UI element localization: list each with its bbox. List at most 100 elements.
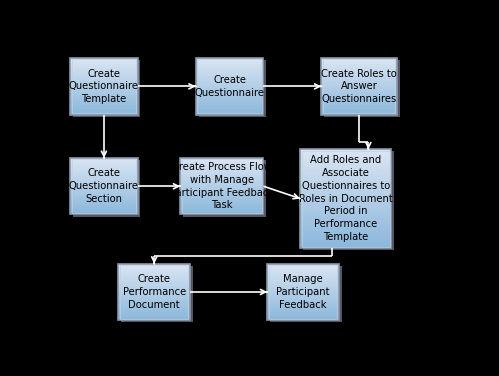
Bar [196,112,263,113]
Bar [118,282,190,284]
Bar [118,271,190,272]
Bar [321,103,397,105]
Bar [267,267,339,268]
Bar [70,185,138,186]
Bar [118,276,190,278]
Bar [321,74,397,75]
Text: Create
Questionnaire
Section: Create Questionnaire Section [69,168,139,204]
Bar [70,213,138,214]
Bar [303,152,394,250]
Bar [321,85,397,86]
Bar [321,96,397,98]
Bar [321,61,397,62]
Bar [118,272,190,274]
Bar [180,192,263,193]
Bar [70,199,138,200]
Bar [267,312,339,313]
Bar [70,72,138,74]
Bar [300,199,391,201]
Bar [321,96,397,98]
Bar [321,102,397,103]
Bar [300,211,391,213]
Bar [70,85,138,86]
Bar [180,203,263,205]
Bar [267,275,339,276]
Bar [70,203,138,205]
Bar [118,300,190,302]
Bar [70,193,138,195]
Bar [70,172,138,174]
Bar [118,316,190,317]
Bar [180,158,263,159]
Bar [196,58,263,115]
Bar [321,71,397,72]
Bar [70,105,138,106]
Bar [70,67,138,68]
Bar [70,210,138,212]
Bar [300,159,391,162]
Bar [300,233,391,235]
Bar [267,300,339,302]
Bar [300,186,391,189]
Bar [118,306,190,308]
Bar [196,96,263,98]
Bar [70,167,138,168]
Bar [267,313,339,314]
Bar [118,295,190,296]
Bar [196,65,263,67]
Bar [70,86,138,88]
Bar [300,203,391,206]
Bar [196,105,263,106]
Bar [182,159,262,213]
Bar [70,175,138,176]
Bar [118,276,190,278]
Bar [70,165,138,167]
Bar [118,313,190,314]
Bar [72,59,136,114]
Bar [180,176,263,178]
Bar [267,285,339,286]
Bar [300,223,391,226]
Bar [118,291,190,292]
Bar [321,67,397,68]
Bar [300,152,391,154]
Bar [70,176,138,178]
Bar [70,109,138,111]
Bar [267,264,339,265]
Bar [70,67,138,68]
Bar [196,100,263,102]
Bar [321,68,397,70]
Bar [321,109,397,111]
Bar [196,64,263,65]
Bar [300,191,391,194]
Bar [267,316,339,317]
Bar [70,174,138,175]
Bar [267,269,339,271]
Bar [180,193,263,195]
Bar [321,105,397,106]
Bar [70,96,138,98]
Bar [180,191,263,192]
Bar [118,293,190,295]
Text: Add Roles and
Associate
Questionnaires to
Roles in Document
Period in
Performanc: Add Roles and Associate Questionnaires t… [299,155,393,242]
Bar [70,88,138,89]
Bar [70,159,138,161]
Bar [180,203,263,205]
Bar [118,267,190,268]
Text: Create
Questionnaire: Create Questionnaire [195,75,264,98]
Bar [196,71,263,72]
Bar [321,70,397,71]
Bar [300,230,391,233]
Bar [321,92,397,93]
Bar [267,288,339,289]
Bar [300,240,391,243]
Bar [300,174,391,176]
Bar [300,218,391,221]
Bar [196,75,263,76]
Bar [70,158,138,159]
Bar [196,76,263,78]
Bar [180,209,263,210]
Bar [70,95,138,96]
Bar [321,88,397,89]
Bar [70,209,138,210]
